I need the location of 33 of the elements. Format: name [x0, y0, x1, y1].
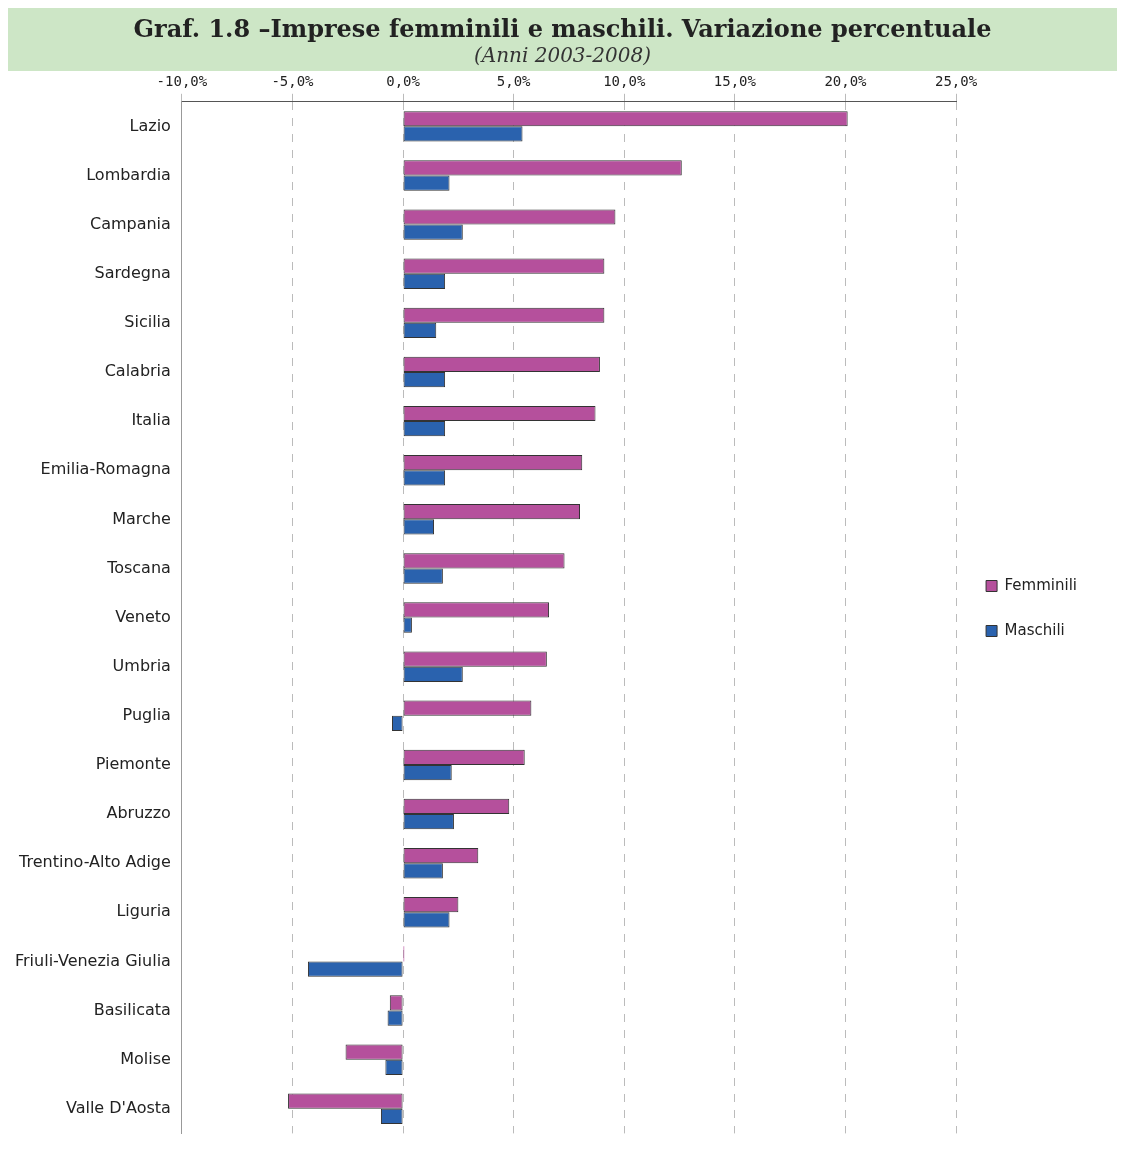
y-tick-label: Emilia-Romagna — [40, 459, 171, 479]
x-tick-label: 5,0% — [496, 73, 532, 90]
x-tick-label: -5,0% — [271, 73, 315, 90]
y-tick-label: Abruzzo — [106, 803, 171, 823]
y-tick-label: Liguria — [116, 901, 171, 921]
y-tick-label: Lombardia — [86, 164, 171, 184]
x-tick-label: 0,0% — [386, 73, 421, 90]
y-tick-label: Campania — [89, 213, 171, 233]
y-tick-label: Sardegna — [94, 262, 171, 282]
y-tick-label: Umbria — [112, 655, 171, 675]
y-tick-label: Lazio — [129, 115, 171, 135]
y-tick-label: Italia — [131, 410, 171, 430]
chart-subtitle: (Anni 2003-2008) — [472, 43, 653, 67]
y-tick-label: Friuli-Venezia Giulia — [15, 950, 171, 970]
y-tick-label: Trentino-Alto Adige — [18, 852, 171, 872]
y-tick-label: Valle D'Aosta — [65, 1097, 171, 1117]
y-tick-label: Marche — [112, 508, 171, 528]
y-tick-label: Piemonte — [95, 754, 171, 774]
y-tick-label: Calabria — [104, 361, 171, 381]
y-tick-label: Molise — [120, 1048, 171, 1068]
legend-label: Maschili — [1004, 620, 1065, 639]
chart-title: Graf. 1.8 –Imprese femminili e maschili. Variazione percentuale — [132, 14, 993, 43]
y-tick-label: Toscana — [106, 557, 171, 577]
y-tick-label: Veneto — [115, 606, 171, 626]
y-tick-label: Sicilia — [124, 312, 171, 332]
legend-label: Femminili — [1004, 575, 1077, 594]
y-tick-label: Basilicata — [93, 999, 171, 1019]
x-tick-label: 15,0% — [713, 73, 757, 90]
y-tick-label: Puglia — [122, 705, 171, 724]
x-tick-label: -10,0% — [156, 73, 208, 90]
x-tick-label: 25,0% — [934, 73, 978, 90]
x-tick-label: 10,0% — [603, 73, 646, 90]
x-tick-label: 20,0% — [824, 73, 868, 90]
